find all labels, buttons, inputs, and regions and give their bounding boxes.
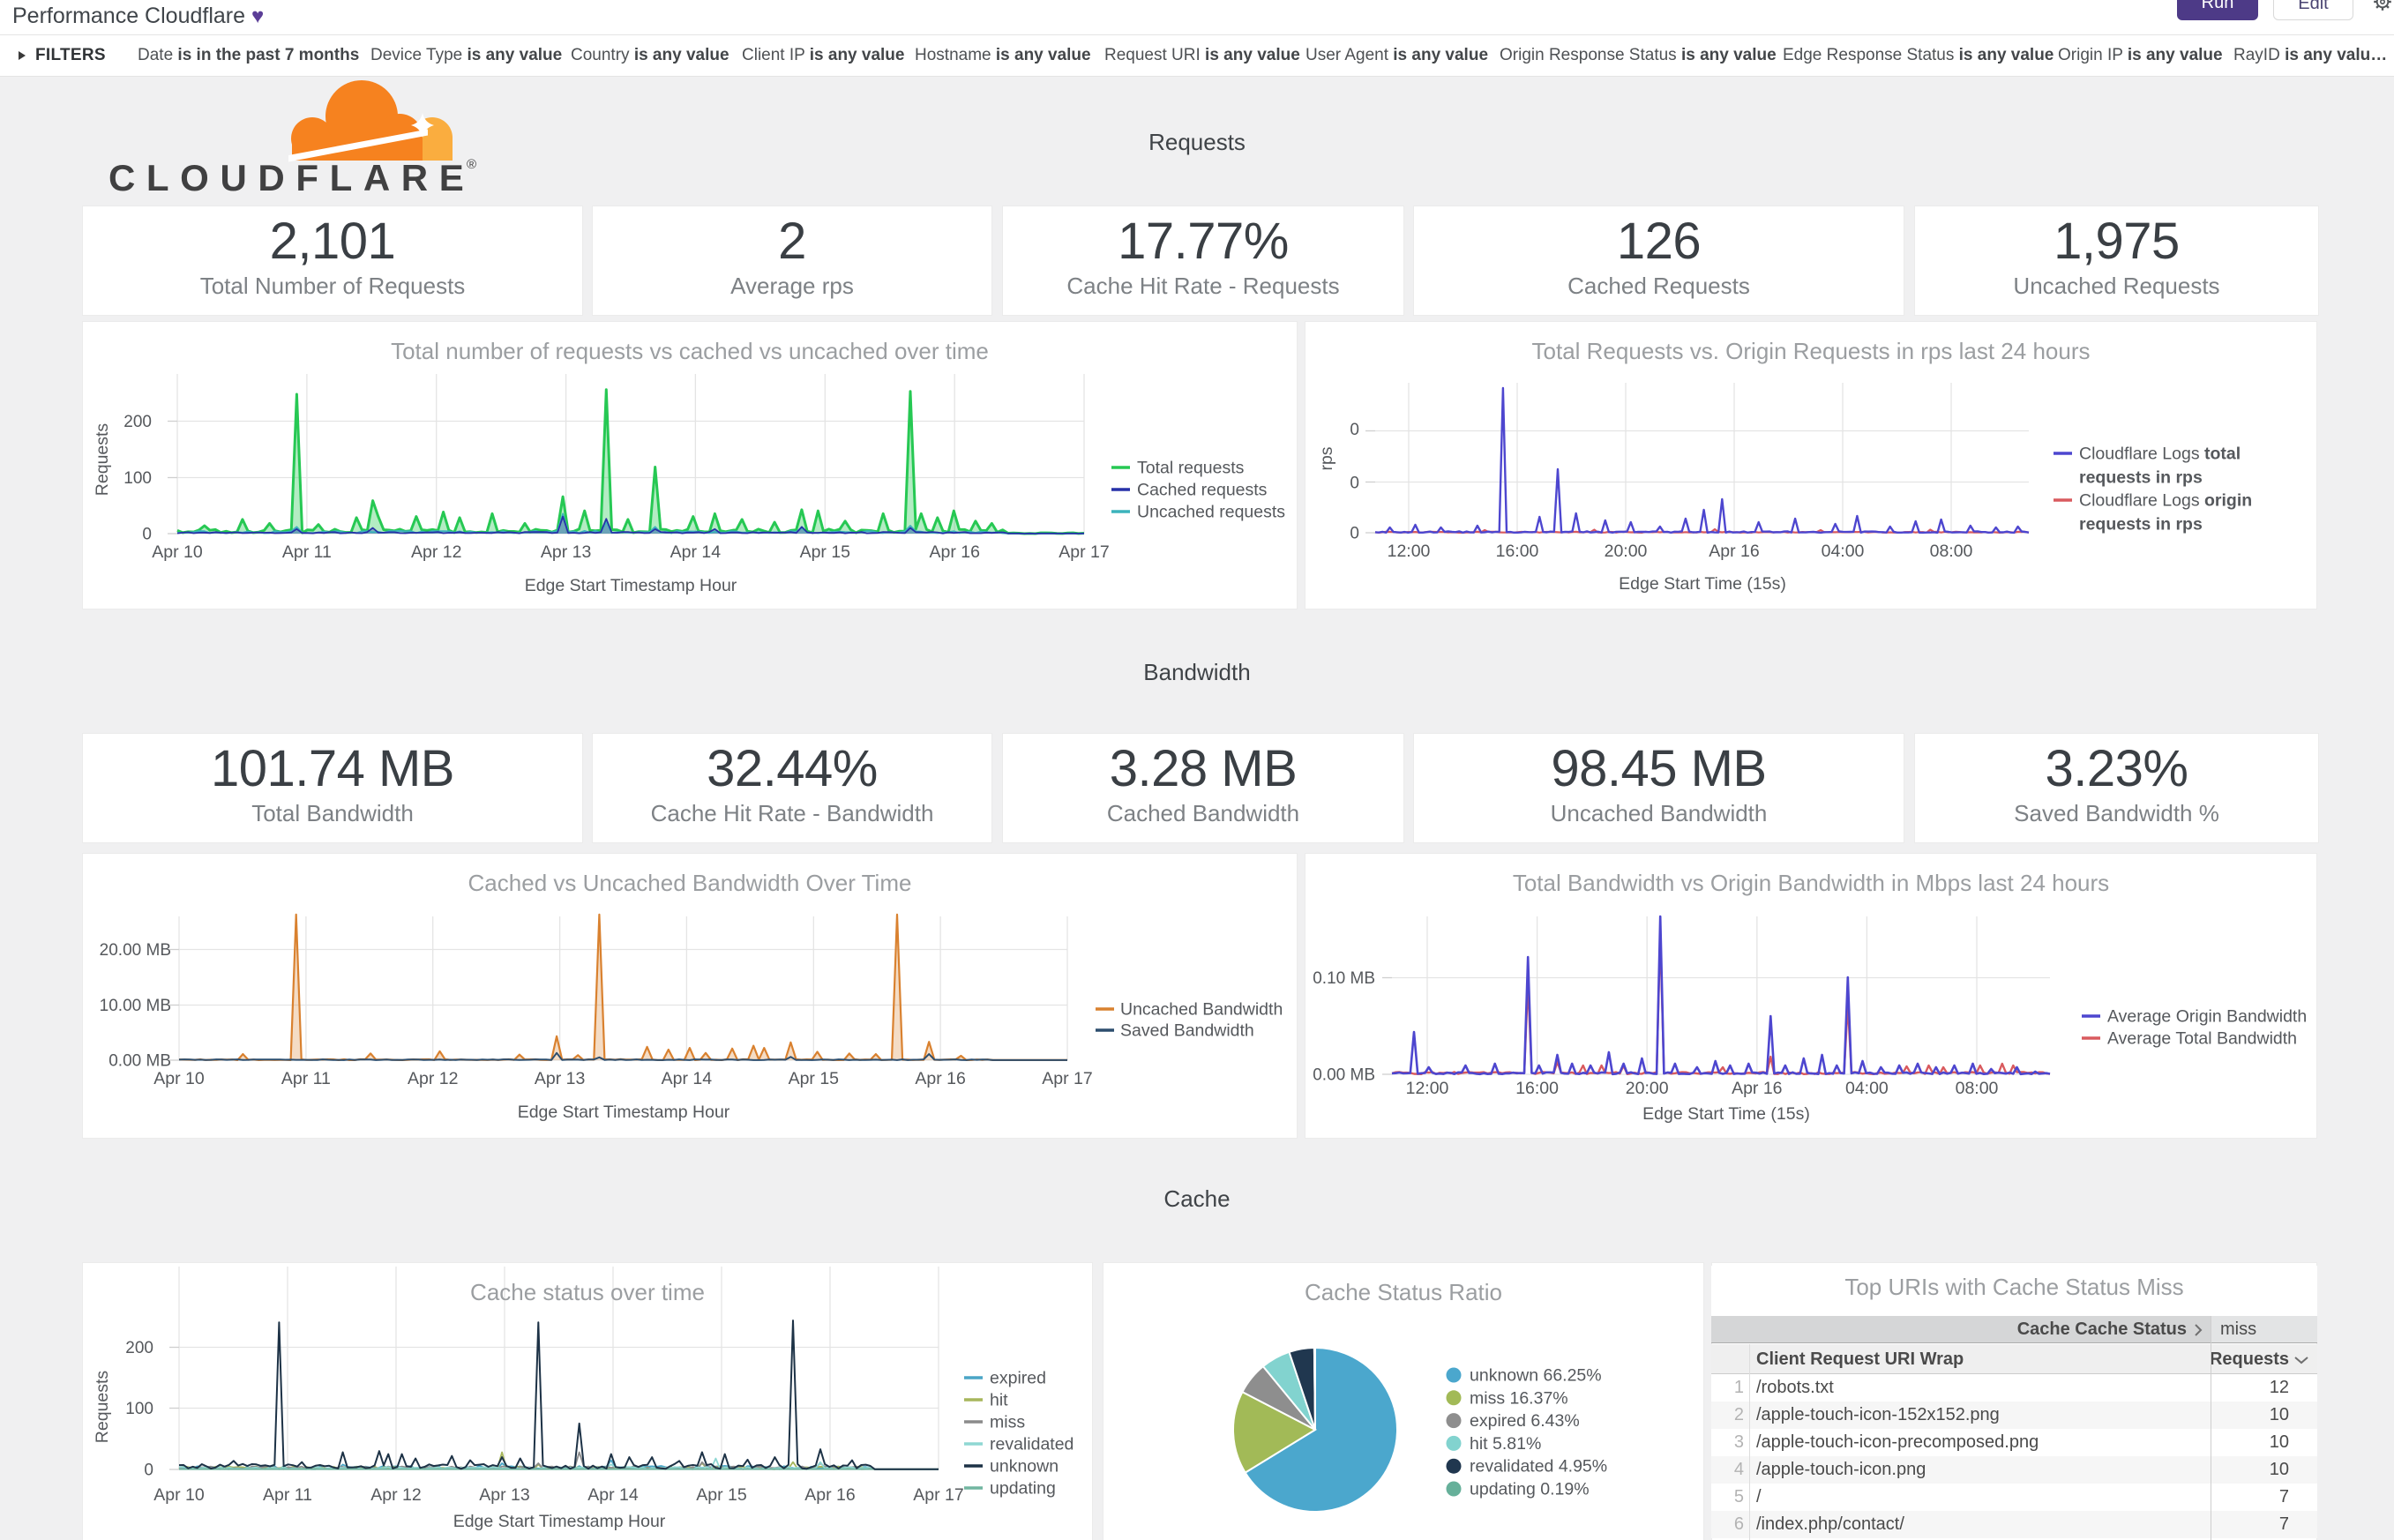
svg-text:200: 200 (123, 413, 152, 431)
svg-text:unknown: unknown (990, 1457, 1059, 1476)
svg-text:Apr 15: Apr 15 (789, 1069, 840, 1088)
svg-text:Apr 17: Apr 17 (913, 1485, 963, 1505)
svg-text:0: 0 (1350, 525, 1359, 543)
svg-text:20:00: 20:00 (1626, 1079, 1669, 1098)
svg-text:Average Origin Bandwidth: Average Origin Bandwidth (2107, 1007, 2307, 1027)
svg-text:0: 0 (1350, 475, 1359, 493)
svg-text:Apr 11: Apr 11 (282, 542, 332, 562)
svg-text:12:00: 12:00 (1388, 542, 1431, 561)
svg-text:unknown 66.25%: unknown 66.25% (1470, 1366, 1602, 1386)
svg-text:Apr 17: Apr 17 (1059, 542, 1109, 562)
svg-text:Apr 14: Apr 14 (662, 1069, 713, 1088)
svg-text:Apr 12: Apr 12 (370, 1485, 421, 1505)
svg-text:miss: miss (990, 1413, 1025, 1432)
svg-text:requests in rps: requests in rps (2079, 515, 2203, 535)
svg-text:0: 0 (142, 526, 152, 544)
svg-text:Apr 13: Apr 13 (541, 542, 591, 562)
svg-text:®: ® (467, 157, 476, 172)
svg-text:04:00: 04:00 (1822, 542, 1865, 561)
svg-text:Apr 14: Apr 14 (670, 542, 722, 562)
svg-text:Total Bandwidth vs Origin Band: Total Bandwidth vs Origin Bandwidth in M… (1513, 870, 2109, 896)
svg-text:Apr 17: Apr 17 (1042, 1069, 1092, 1088)
svg-text:expired: expired (990, 1369, 1046, 1388)
svg-text:Total Requests vs. Origin Requ: Total Requests vs. Origin Requests in rp… (1532, 338, 2091, 364)
svg-text:CLOUDFLARE: CLOUDFLARE (108, 157, 475, 198)
svg-text:Apr 12: Apr 12 (408, 1069, 458, 1088)
svg-text:16:00: 16:00 (1515, 1079, 1559, 1098)
svg-text:Apr 16: Apr 16 (1732, 1079, 1782, 1098)
svg-text:Cached vs Uncached Bandwidth O: Cached vs Uncached Bandwidth Over Time (468, 870, 912, 896)
svg-text:100: 100 (125, 1400, 153, 1418)
svg-text:Uncached Bandwidth: Uncached Bandwidth (1120, 1000, 1283, 1020)
svg-text:Requests: Requests (93, 423, 112, 497)
svg-text:Apr 13: Apr 13 (479, 1485, 529, 1505)
svg-text:04:00: 04:00 (1845, 1079, 1889, 1098)
svg-text:0.00 MB: 0.00 MB (108, 1052, 171, 1071)
svg-text:Edge Start Time (15s): Edge Start Time (15s) (1619, 574, 1786, 594)
svg-text:12:00: 12:00 (1406, 1079, 1449, 1098)
svg-text:Apr 14: Apr 14 (587, 1485, 639, 1505)
svg-text:Apr 16: Apr 16 (804, 1485, 855, 1505)
svg-text:Cached requests: Cached requests (1137, 481, 1268, 500)
svg-text:Apr 15: Apr 15 (800, 542, 851, 562)
svg-text:Apr 15: Apr 15 (696, 1485, 747, 1505)
svg-text:20:00: 20:00 (1605, 542, 1648, 561)
svg-text:revalidated 4.95%: revalidated 4.95% (1470, 1457, 1607, 1476)
svg-text:Cache status over time: Cache status over time (470, 1279, 705, 1305)
svg-text:20.00 MB: 20.00 MB (100, 941, 171, 960)
svg-text:0.10 MB: 0.10 MB (1313, 969, 1375, 988)
svg-text:Apr 16: Apr 16 (929, 542, 979, 562)
svg-text:100: 100 (123, 469, 152, 488)
svg-text:miss 16.37%: miss 16.37% (1470, 1388, 1568, 1408)
svg-text:Edge Start Timestamp Hour: Edge Start Timestamp Hour (518, 1103, 730, 1122)
svg-text:08:00: 08:00 (1956, 1079, 1999, 1098)
svg-text:Apr 12: Apr 12 (411, 542, 461, 562)
svg-text:Cloudflare Logs origin: Cloudflare Logs origin (2079, 491, 2252, 511)
svg-text:Apr 10: Apr 10 (152, 542, 203, 562)
svg-text:Edge Start Timestamp Hour: Edge Start Timestamp Hour (525, 576, 737, 595)
svg-text:hit: hit (990, 1391, 1008, 1410)
svg-text:Edge Start Timestamp Hour: Edge Start Timestamp Hour (453, 1512, 666, 1531)
svg-text:Apr 13: Apr 13 (535, 1069, 585, 1088)
svg-text:0: 0 (144, 1462, 153, 1480)
svg-text:16:00: 16:00 (1496, 542, 1539, 561)
svg-text:requests in rps: requests in rps (2079, 468, 2203, 488)
svg-text:10.00 MB: 10.00 MB (100, 997, 171, 1015)
svg-text:08:00: 08:00 (1930, 542, 1973, 561)
svg-text:expired 6.43%: expired 6.43% (1470, 1411, 1580, 1431)
svg-text:Apr 16: Apr 16 (1709, 542, 1759, 561)
svg-text:200: 200 (125, 1339, 153, 1357)
svg-text:Total number of requests vs ca: Total number of requests vs cached vs un… (391, 338, 989, 364)
svg-text:Saved Bandwidth: Saved Bandwidth (1120, 1021, 1254, 1041)
svg-text:Apr 16: Apr 16 (915, 1069, 965, 1088)
svg-text:Apr 11: Apr 11 (281, 1069, 331, 1088)
svg-text:0.00 MB: 0.00 MB (1313, 1066, 1375, 1085)
svg-text:Apr 10: Apr 10 (153, 1069, 205, 1088)
svg-text:Apr 11: Apr 11 (263, 1485, 312, 1505)
svg-text:Uncached requests: Uncached requests (1137, 503, 1285, 522)
svg-text:Edge Start Time (15s): Edge Start Time (15s) (1642, 1104, 1810, 1124)
svg-text:Requests: Requests (93, 1371, 112, 1444)
svg-text:hit 5.81%: hit 5.81% (1470, 1434, 1541, 1454)
svg-text:Total requests: Total requests (1137, 459, 1245, 478)
svg-text:Cloudflare Logs total: Cloudflare Logs total (2079, 445, 2241, 464)
svg-text:Apr 10: Apr 10 (153, 1485, 205, 1505)
svg-text:updating: updating (990, 1479, 1056, 1499)
svg-text:Cache Status Ratio: Cache Status Ratio (1305, 1279, 1502, 1305)
svg-text:Average Total Bandwidth: Average Total Bandwidth (2107, 1029, 2297, 1049)
svg-text:rps: rps (1317, 446, 1336, 470)
svg-text:0: 0 (1350, 421, 1359, 439)
svg-text:revalidated: revalidated (990, 1435, 1074, 1454)
svg-text:updating 0.19%: updating 0.19% (1470, 1480, 1590, 1499)
